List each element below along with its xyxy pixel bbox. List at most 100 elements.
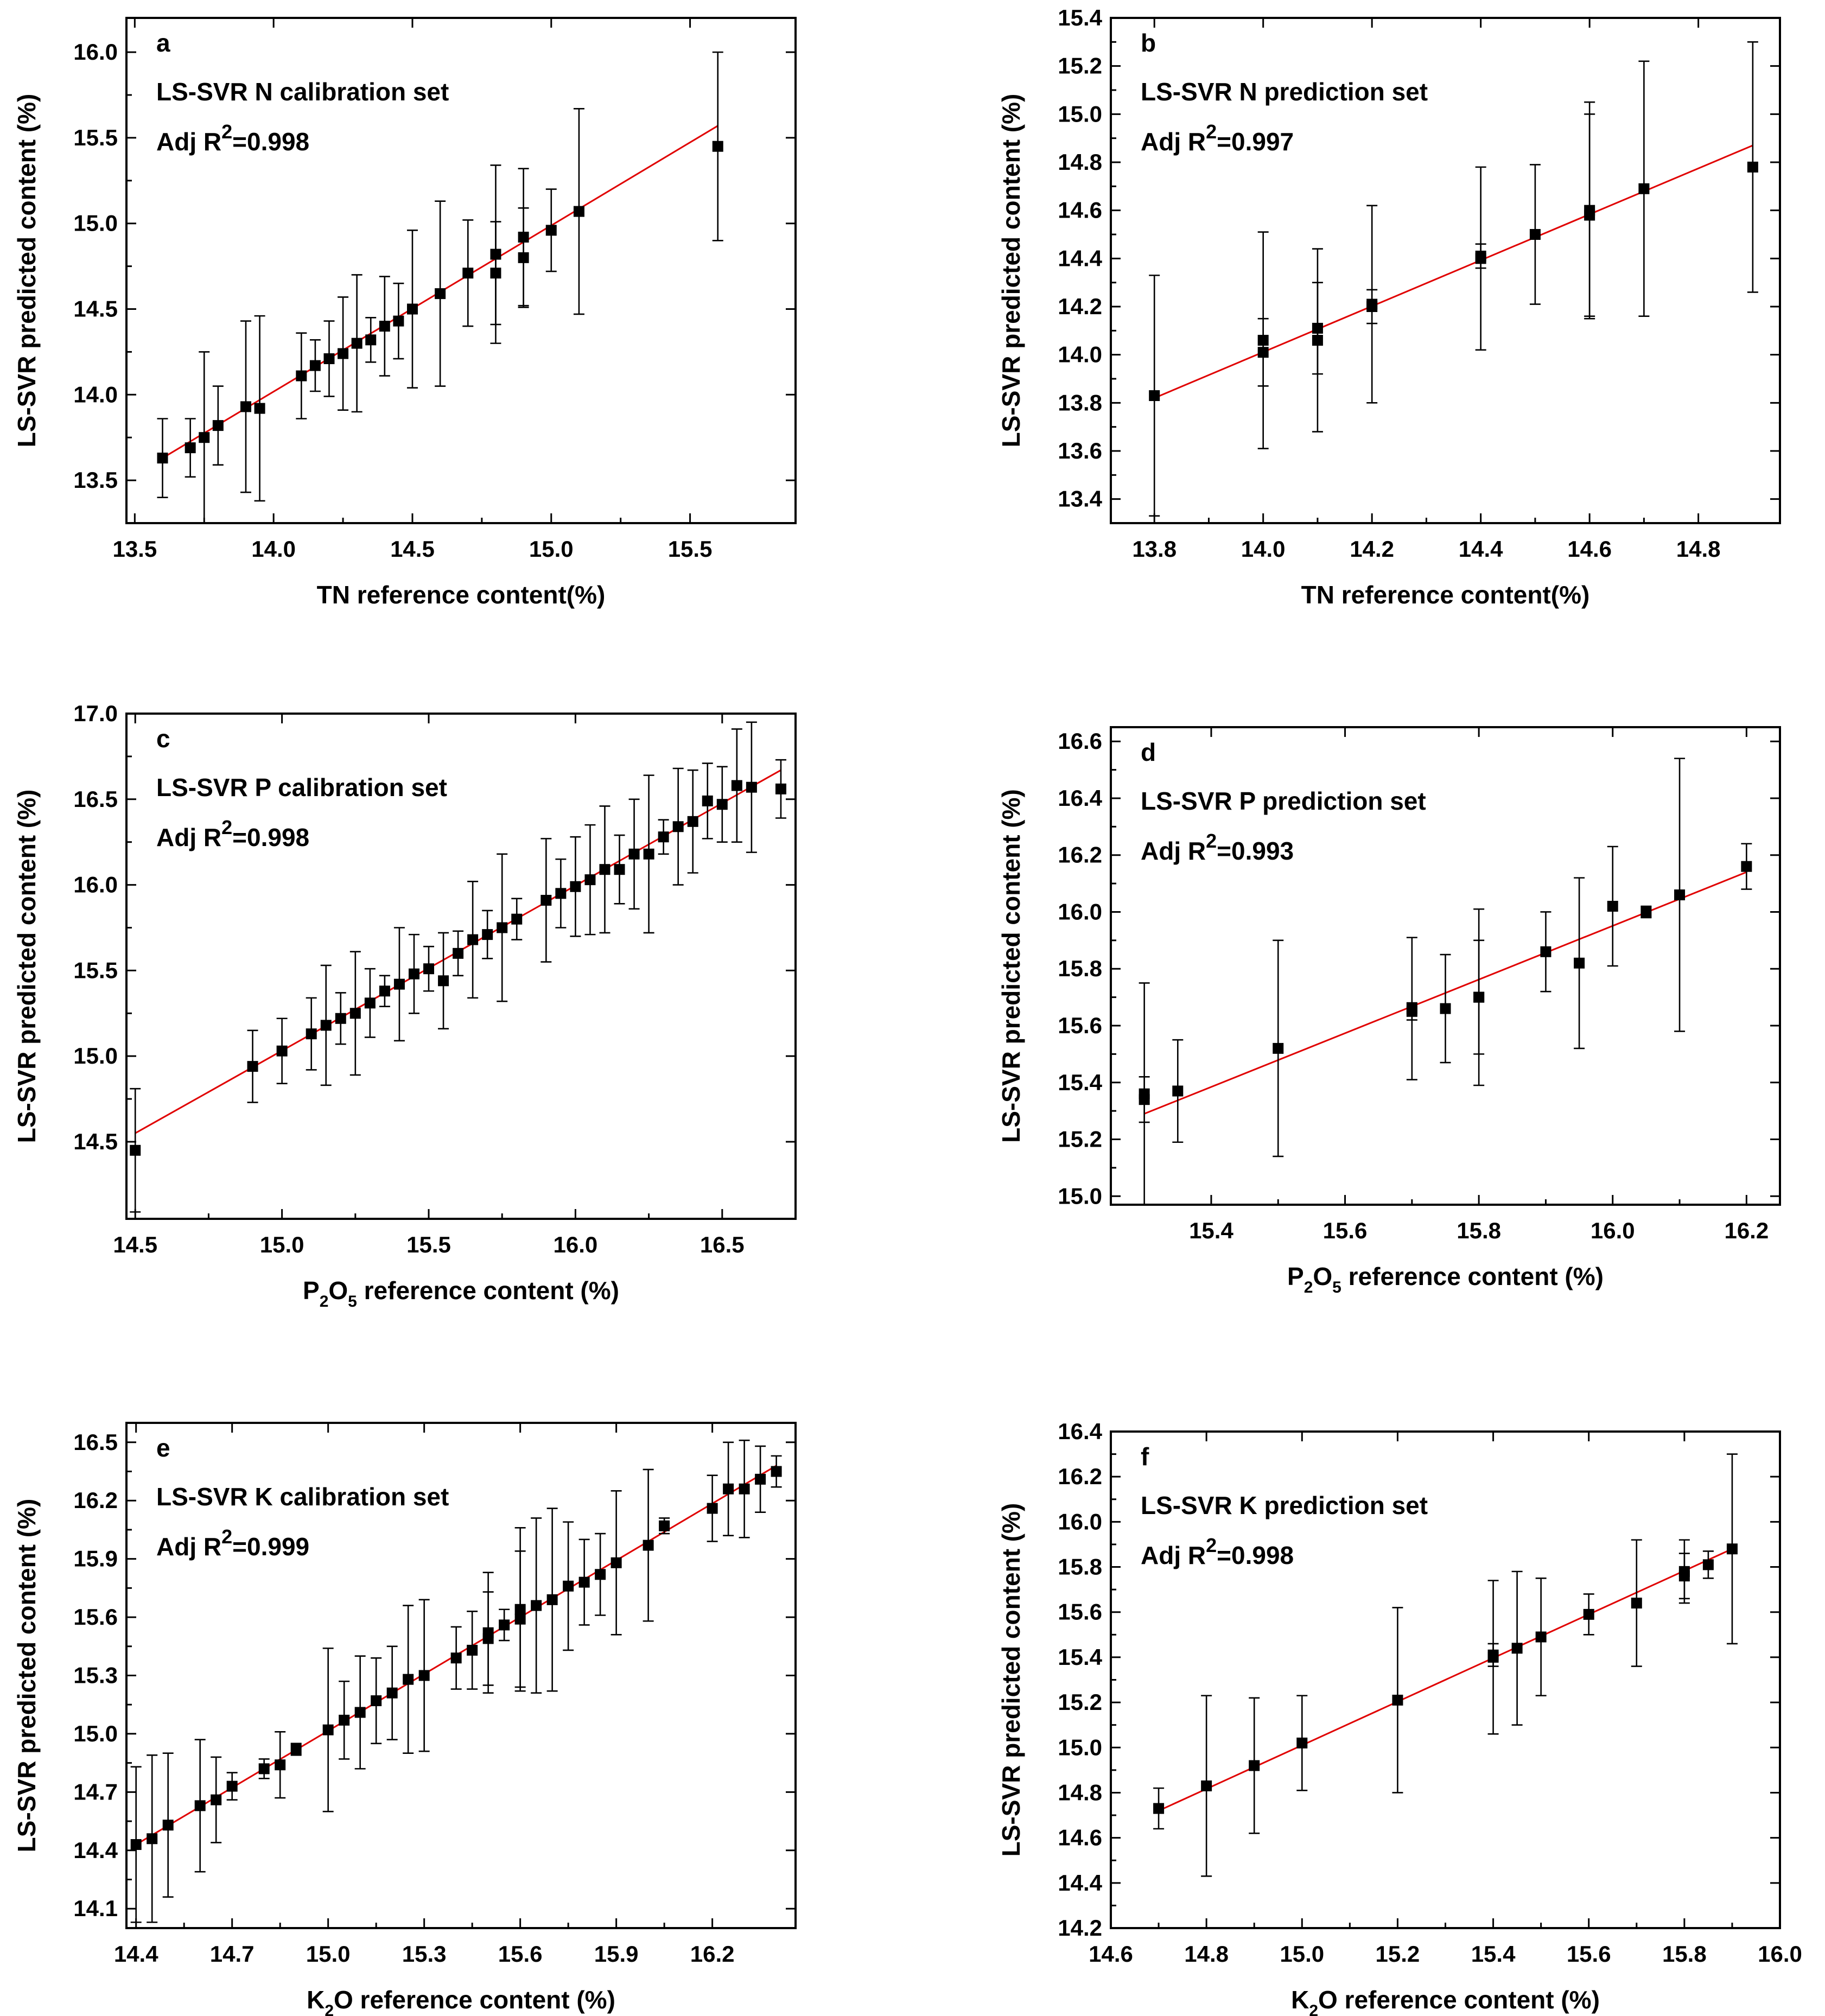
data-point xyxy=(731,780,742,791)
y-tick-label: 14.2 xyxy=(1058,294,1102,319)
data-point xyxy=(482,1633,494,1644)
data-point xyxy=(194,1800,206,1811)
data-point xyxy=(658,831,669,843)
x-axis-title-part: O xyxy=(1313,1262,1332,1290)
data-point xyxy=(450,1652,462,1664)
data-point xyxy=(157,453,168,464)
y-tick-label: 15.0 xyxy=(1058,1183,1102,1209)
x-tick-label: 13.8 xyxy=(1132,536,1177,562)
y-tick-label: 14.4 xyxy=(73,1837,118,1863)
x-tick-label: 15.9 xyxy=(594,1941,639,1967)
data-point xyxy=(351,338,363,349)
data-point xyxy=(672,821,684,832)
data-point xyxy=(386,1687,398,1699)
adj-r2-prefix: Adj R xyxy=(1141,128,1206,156)
adj-r2-prefix: Adj R xyxy=(156,1532,221,1561)
data-point xyxy=(1296,1737,1308,1748)
panel-title: LS-SVR K prediction set xyxy=(1141,1491,1428,1519)
data-point xyxy=(296,370,307,381)
x-axis-title-subscript: 2 xyxy=(1309,2002,1318,2016)
adj-r2-value: =0.998 xyxy=(1217,1541,1294,1569)
x-axis-title-subscript: 2 xyxy=(320,1293,329,1311)
data-point xyxy=(406,303,418,315)
y-tick-label: 16.2 xyxy=(1058,842,1102,868)
y-tick-label: 15.5 xyxy=(73,957,118,983)
data-point xyxy=(1678,1570,1690,1582)
x-axis-title-part: reference content (%) xyxy=(357,1276,619,1305)
y-tick-label: 15.2 xyxy=(1058,53,1102,79)
data-point xyxy=(1540,946,1551,957)
y-tick-label: 15.0 xyxy=(1058,101,1102,126)
data-point xyxy=(707,1503,718,1514)
data-point xyxy=(322,1724,334,1735)
data-point xyxy=(723,1483,734,1494)
x-axis-title: K2O reference content (%) xyxy=(307,1986,615,2016)
x-axis-title: TN reference content(%) xyxy=(317,581,606,609)
adj-r2-value: =0.998 xyxy=(232,128,309,156)
data-point xyxy=(1607,901,1618,912)
y-tick-label: 14.4 xyxy=(1058,1870,1102,1896)
plot-frame xyxy=(1110,726,1781,1206)
x-tick-label: 14.4 xyxy=(1459,536,1503,562)
data-point xyxy=(595,1569,606,1580)
data-point xyxy=(611,1557,622,1568)
data-point xyxy=(379,321,390,332)
y-tick-label: 16.5 xyxy=(73,786,118,812)
data-point xyxy=(1584,209,1595,221)
x-tick-label: 15.6 xyxy=(1323,1218,1368,1243)
panel-letter: a xyxy=(156,29,170,57)
adj-r2-value: =0.999 xyxy=(232,1532,309,1561)
x-tick-label: 14.8 xyxy=(1184,1941,1229,1967)
y-axis-title: LS-SVR predicted content (%) xyxy=(997,94,1025,448)
data-point xyxy=(130,1839,142,1850)
data-point xyxy=(578,1576,590,1588)
adj-r2-superscript: 2 xyxy=(1206,1534,1217,1556)
adj-r2-label: Adj R2=0.997 xyxy=(1141,120,1294,156)
data-point xyxy=(254,403,265,414)
panel-b: 13.8 14.0 14.2 14.4 14.6 14.8 13.4 13.6 13.8 14.0… xyxy=(997,5,1781,609)
adj-r2-prefix: Adj R xyxy=(1141,1541,1206,1569)
adj-r2-value: =0.998 xyxy=(232,823,309,851)
data-point xyxy=(599,864,611,875)
x-tick-label: 14.6 xyxy=(1089,1941,1133,1967)
x-tick-label: 16.0 xyxy=(1591,1218,1635,1243)
data-point xyxy=(1153,1803,1165,1814)
x-tick-label: 13.5 xyxy=(112,536,157,562)
data-point xyxy=(276,1045,288,1057)
x-tick-label: 15.5 xyxy=(406,1232,451,1257)
adj-r2-label: Adj R2=0.999 xyxy=(156,1525,309,1561)
y-tick-label: 14.5 xyxy=(73,296,118,322)
y-tick-label: 14.5 xyxy=(73,1129,118,1154)
adj-r2-label: Adj R2=0.998 xyxy=(156,120,309,156)
y-tick-label: 16.2 xyxy=(73,1487,118,1513)
data-point xyxy=(518,252,529,263)
data-point xyxy=(1366,301,1378,312)
y-tick-label: 16.4 xyxy=(1058,1419,1102,1444)
data-point xyxy=(247,1061,258,1072)
y-tick-label: 14.6 xyxy=(1058,198,1102,223)
x-tick-label: 15.4 xyxy=(1471,1941,1516,1967)
data-point xyxy=(338,348,349,359)
data-point xyxy=(1473,991,1485,1003)
y-tick-label: 16.0 xyxy=(1058,1509,1102,1534)
x-axis-title-subscript: 5 xyxy=(348,1293,357,1311)
data-point xyxy=(1726,1543,1738,1555)
y-tick-label: 15.0 xyxy=(73,211,118,236)
data-point xyxy=(290,1744,302,1755)
data-point xyxy=(1487,1649,1499,1661)
x-axis-title: TN reference content(%) xyxy=(1301,581,1590,609)
data-point xyxy=(335,1013,346,1024)
y-tick-label: 14.0 xyxy=(73,381,118,407)
x-axis-title-part: O xyxy=(1318,1986,1338,2014)
x-axis-title-part: O xyxy=(328,1276,348,1305)
panel-a: 13.5 14.0 14.5 15.0 15.5 13.5 14.0 14.5 15.0 15.5… xyxy=(12,17,797,609)
data-point xyxy=(1535,1631,1547,1643)
x-tick-label: 14.6 xyxy=(1567,536,1612,562)
data-point xyxy=(467,934,479,945)
y-tick-label: 17.0 xyxy=(73,701,118,726)
panel-title: LS-SVR K calibration set xyxy=(156,1483,449,1511)
y-tick-label: 15.0 xyxy=(73,1721,118,1746)
x-axis-title-part: K xyxy=(1291,1986,1309,2014)
data-point xyxy=(739,1483,750,1494)
y-tick-label: 16.0 xyxy=(73,872,118,898)
